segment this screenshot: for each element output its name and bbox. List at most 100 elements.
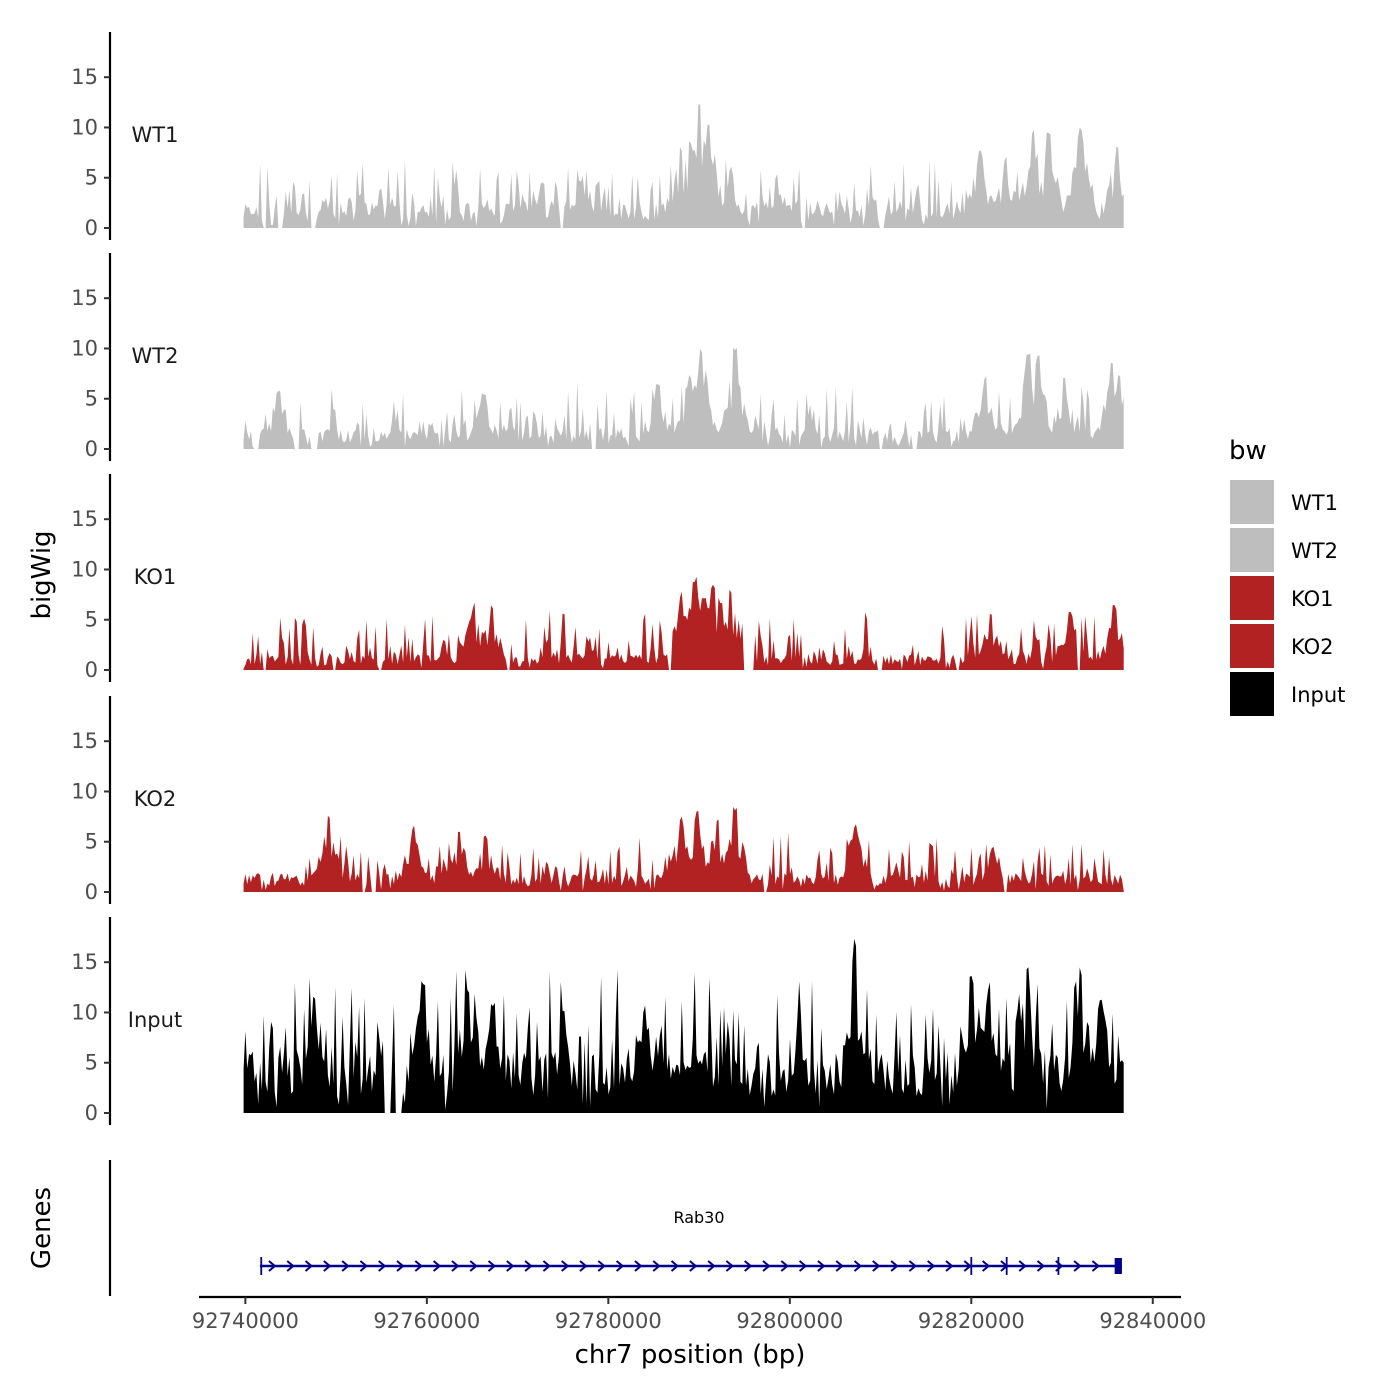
y-tick-label: 0 <box>85 880 98 904</box>
y-tick-label: 15 <box>71 507 98 531</box>
x-tick-label: 92760000 <box>373 1309 480 1333</box>
legend-swatch-ko1 <box>1230 576 1274 620</box>
legend-label: WT2 <box>1291 539 1338 563</box>
strand-arrow <box>1018 1260 1027 1272</box>
strand-arrow <box>597 1260 606 1272</box>
y-tick-label: 10 <box>71 1000 98 1024</box>
strand-arrow <box>762 1260 771 1272</box>
strand-arrow <box>378 1260 387 1272</box>
strand-arrow <box>432 1260 442 1272</box>
strand-arrow <box>835 1260 844 1272</box>
coverage-area-ko2 <box>243 806 1124 892</box>
legend-label: WT1 <box>1291 491 1338 515</box>
y-tick-label: 0 <box>85 1101 98 1125</box>
legend-swatch-ko2 <box>1230 624 1274 668</box>
strand-arrow <box>359 1260 368 1272</box>
strand-arrow <box>341 1260 350 1272</box>
track-label: WT2 <box>132 344 179 368</box>
x-axis: chr7 position (bp) 92740000 92760000 92780… <box>192 1295 1206 1370</box>
y-tick-label: 5 <box>85 830 98 854</box>
x-tick-label: 92800000 <box>736 1309 843 1333</box>
strand-arrow <box>1091 1260 1100 1272</box>
y-tick-label: 0 <box>85 437 98 461</box>
strand-arrow <box>487 1260 497 1272</box>
strand-arrow <box>414 1260 423 1272</box>
y-tick-label: 15 <box>71 286 98 310</box>
strand-arrow <box>524 1260 533 1272</box>
legend: bw WT1 WT2 KO1 KO2 Input <box>1229 436 1345 716</box>
y-tick-label: 10 <box>71 779 98 803</box>
y-tick-label: 0 <box>85 216 98 240</box>
y-tick-label: 10 <box>71 336 98 360</box>
track-input: 0 5 10 15 Input <box>71 917 1124 1125</box>
y-tick-label: 5 <box>85 387 98 411</box>
track-ko1: 0 5 10 15 KO1 <box>71 474 1124 682</box>
x-tick-label: 92820000 <box>918 1309 1025 1333</box>
strand-arrow <box>1036 1260 1046 1272</box>
strand-arrow <box>817 1260 826 1272</box>
track-ko2: 0 5 10 15 KO2 <box>71 696 1124 904</box>
gene-exon <box>1114 1258 1122 1274</box>
coverage-area-ko1 <box>243 576 1124 670</box>
x-axis-title: chr7 position (bp) <box>575 1340 806 1370</box>
track-label: WT1 <box>132 123 179 147</box>
y-tick-label: 0 <box>85 658 98 682</box>
track-label: KO2 <box>134 787 177 811</box>
strand-arrow <box>561 1260 570 1272</box>
strand-arrow <box>286 1260 295 1272</box>
strand-arrow <box>927 1260 936 1272</box>
y-tick-label: 10 <box>71 115 98 139</box>
coverage-tracks: 0 5 10 15 WT1 0 5 10 15 WT2 0 5 10 15 KO1 0 5 10 15 KO2 0 5 10… <box>71 32 1124 1125</box>
legend-label: KO2 <box>1291 635 1334 659</box>
coverage-area-wt2 <box>243 347 1124 449</box>
strand-arrow <box>945 1260 954 1272</box>
strand-arrow <box>396 1260 405 1272</box>
y-tick-label: 15 <box>71 950 98 974</box>
y-tick-label: 15 <box>71 65 98 89</box>
y-tick-label: 5 <box>85 1051 98 1075</box>
strand-arrow <box>451 1260 460 1272</box>
x-tick-label: 92840000 <box>1099 1309 1206 1333</box>
strand-arrow <box>725 1260 734 1272</box>
strand-arrow <box>304 1260 314 1272</box>
legend-label: KO1 <box>1291 587 1334 611</box>
gene-track-panel: Genes Rab30 <box>27 1160 1122 1296</box>
gene-name-label: Rab30 <box>673 1208 724 1227</box>
coverage-area-input <box>243 938 1124 1113</box>
y-tick-label: 5 <box>85 608 98 632</box>
legend-title: bw <box>1229 436 1267 466</box>
strand-arrow <box>853 1260 863 1272</box>
strand-arrow <box>744 1260 753 1272</box>
y-tick-label: 15 <box>71 729 98 753</box>
y-axis-title: bigWig <box>27 530 57 619</box>
strand-arrow <box>670 1260 680 1272</box>
strand-arrow <box>780 1260 789 1272</box>
legend-swatch-input <box>1230 672 1274 716</box>
strand-arrow <box>890 1260 899 1272</box>
strand-arrow <box>542 1260 551 1272</box>
strand-arrow <box>268 1260 277 1272</box>
legend-swatch-wt2 <box>1230 528 1274 572</box>
legend-label: Input <box>1291 683 1345 707</box>
strand-arrow <box>323 1260 332 1272</box>
coverage-area-wt1 <box>243 104 1124 228</box>
strand-arrow <box>689 1260 698 1272</box>
track-label: Input <box>128 1008 182 1032</box>
legend-swatch-wt1 <box>1230 480 1274 524</box>
strand-arrow <box>798 1260 808 1272</box>
strand-arrow <box>707 1260 716 1272</box>
strand-arrow <box>981 1260 991 1272</box>
y-tick-label: 5 <box>85 166 98 190</box>
strand-arrow <box>506 1260 515 1272</box>
strand-arrow <box>579 1260 588 1272</box>
strand-arrow <box>963 1260 972 1272</box>
strand-arrow <box>469 1260 478 1272</box>
x-tick-label: 92780000 <box>555 1309 662 1333</box>
strand-arrow <box>872 1260 881 1272</box>
strand-arrow <box>615 1260 625 1272</box>
strand-arrow <box>908 1260 917 1272</box>
strand-arrow <box>634 1260 643 1272</box>
x-tick-label: 92740000 <box>192 1309 299 1333</box>
